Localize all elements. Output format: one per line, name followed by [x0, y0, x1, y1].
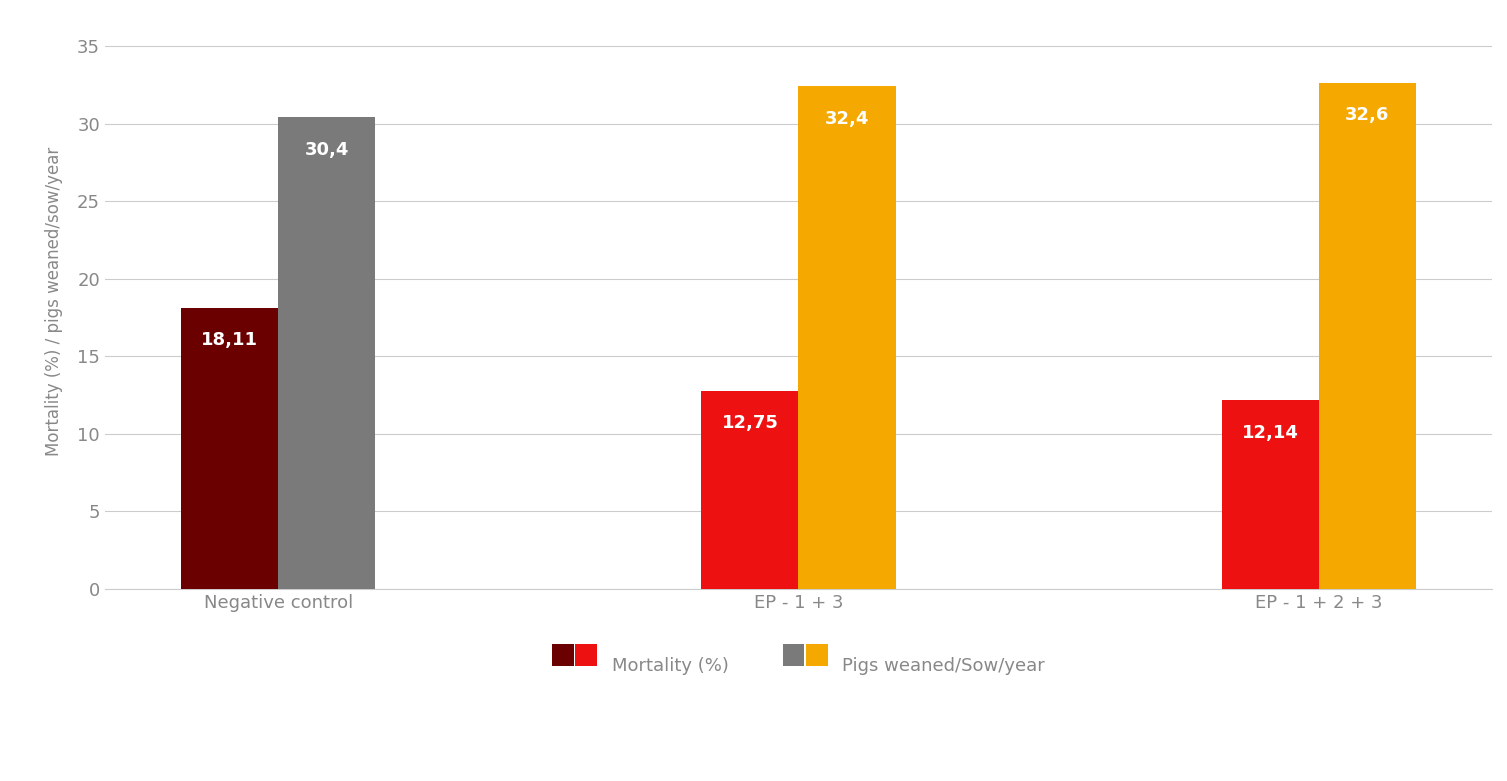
Bar [1222, 401, 1319, 589]
Bar [1319, 84, 1415, 589]
Text: 32,4: 32,4 [824, 109, 870, 127]
Text: 12,14: 12,14 [1242, 424, 1299, 442]
Y-axis label: Mortality (%) / pigs weaned/sow/year: Mortality (%) / pigs weaned/sow/year [45, 147, 63, 456]
Bar [799, 87, 895, 589]
Text: 18,11: 18,11 [202, 331, 258, 349]
Text: 12,75: 12,75 [722, 414, 778, 432]
Bar [701, 391, 799, 589]
Bar [279, 117, 375, 589]
Legend: Mortality (%), Pigs weaned/Sow/year: Mortality (%), Pigs weaned/Sow/year [544, 647, 1052, 683]
Text: 32,6: 32,6 [1344, 106, 1389, 124]
Text: 30,4: 30,4 [304, 141, 350, 159]
Bar [181, 308, 279, 589]
